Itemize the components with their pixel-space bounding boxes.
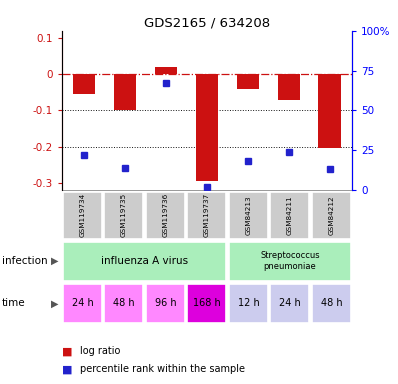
Title: GDS2165 / 634208: GDS2165 / 634208 [144, 17, 270, 30]
Text: GSM119735: GSM119735 [121, 193, 127, 237]
Bar [229, 192, 268, 238]
Text: GSM84211: GSM84211 [287, 195, 293, 235]
Text: ▶: ▶ [51, 298, 59, 308]
Text: 48 h: 48 h [113, 298, 135, 308]
Text: 24 h: 24 h [72, 298, 93, 308]
Bar [229, 284, 268, 323]
Bar [63, 284, 102, 323]
Text: 12 h: 12 h [238, 298, 259, 308]
Bar [196, 74, 218, 181]
Text: ■: ■ [62, 364, 72, 374]
Bar [63, 242, 226, 281]
Bar [114, 74, 137, 111]
Bar [63, 192, 102, 238]
Text: ▶: ▶ [51, 256, 59, 266]
Text: 168 h: 168 h [193, 298, 221, 308]
Bar [104, 284, 143, 323]
Text: 24 h: 24 h [279, 298, 301, 308]
Bar [104, 192, 143, 238]
Text: GSM119737: GSM119737 [204, 193, 210, 237]
Bar [146, 192, 185, 238]
Text: 48 h: 48 h [321, 298, 342, 308]
Bar [271, 192, 310, 238]
Text: GSM119734: GSM119734 [80, 193, 86, 237]
Bar [271, 284, 310, 323]
Text: Streptococcus
pneumoniae: Streptococcus pneumoniae [260, 252, 320, 271]
Text: GSM119736: GSM119736 [162, 193, 168, 237]
Bar [229, 242, 351, 281]
Bar [312, 192, 351, 238]
Bar [312, 284, 351, 323]
Text: GSM84212: GSM84212 [328, 195, 334, 235]
Text: percentile rank within the sample: percentile rank within the sample [80, 364, 245, 374]
Text: infection: infection [2, 256, 48, 266]
Bar [318, 74, 341, 149]
Bar [187, 284, 226, 323]
Bar [146, 284, 185, 323]
Bar [237, 74, 259, 89]
Bar [155, 67, 177, 74]
Text: log ratio: log ratio [80, 346, 120, 356]
Bar [187, 192, 226, 238]
Text: time: time [2, 298, 25, 308]
Text: ■: ■ [62, 346, 72, 356]
Text: GSM84213: GSM84213 [246, 195, 252, 235]
Bar [73, 74, 96, 94]
Bar [277, 74, 300, 99]
Text: 96 h: 96 h [155, 298, 176, 308]
Text: influenza A virus: influenza A virus [101, 256, 188, 266]
